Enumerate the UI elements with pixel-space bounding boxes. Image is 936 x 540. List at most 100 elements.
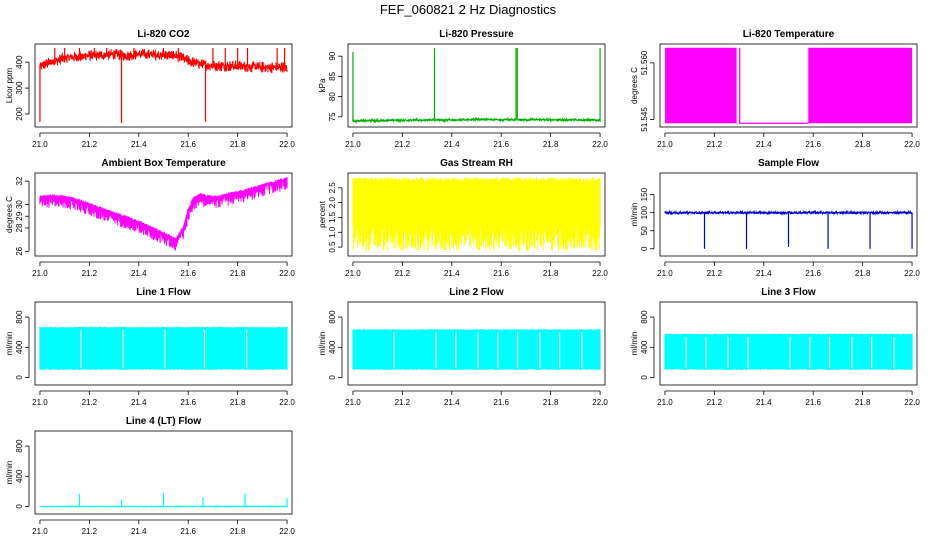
y-tick-label: 200	[15, 107, 24, 121]
y-tick-label: 80	[328, 92, 337, 101]
x-tick-label: 21.0	[345, 398, 361, 407]
x-tick-label: 21.8	[230, 269, 246, 278]
series-band	[352, 177, 601, 252]
plot-frame	[347, 172, 606, 257]
x-tick-label: 21.6	[805, 269, 821, 278]
x-tick-label: 21.8	[543, 140, 559, 149]
series-band	[39, 326, 288, 370]
panel-sample-flow: Sample Flow ml/min 21.0 21.2 21.4 21.6 21.8 22.…	[630, 158, 920, 278]
y-tick-label: 1.5	[328, 211, 337, 223]
x-tick-label: 21.4	[131, 269, 147, 278]
x-tick-label: 21.4	[131, 398, 147, 407]
x-tick-label: 22.0	[904, 269, 920, 278]
x-tick-label: 21.2	[82, 527, 98, 536]
filled-range	[739, 47, 741, 124]
x-tick-label: 21.2	[395, 398, 411, 407]
x-tick-label: 21.2	[82, 398, 98, 407]
panel-title: Line 3 Flow	[761, 287, 816, 298]
x-tick-label: 21.4	[131, 527, 147, 536]
panel-title: Gas Stream RH	[440, 158, 513, 169]
x-tick-label: 21.6	[180, 527, 196, 536]
filled-range	[808, 47, 913, 124]
x-tick-label: 21.2	[82, 140, 98, 149]
y-tick-label: 2.0	[328, 197, 337, 209]
x-tick-label: 21.0	[657, 269, 673, 278]
y-axis-label: Licor ppm	[5, 68, 14, 103]
x-tick-label: 21.0	[345, 140, 361, 149]
panel-title: Line 1 Flow	[136, 287, 191, 298]
x-tick-label: 21.4	[131, 140, 147, 149]
x-tick-label: 21.2	[707, 140, 723, 149]
x-tick-label: 21.2	[82, 269, 98, 278]
series-band	[664, 333, 913, 370]
x-tick-label: 21.8	[543, 398, 559, 407]
y-axis-label: ml/min	[5, 461, 14, 485]
plot-frame	[659, 172, 918, 257]
panel-title: Li-820 CO2	[137, 29, 190, 40]
y-tick-label: 400	[15, 469, 24, 483]
x-tick-label: 21.2	[395, 140, 411, 149]
x-tick-label: 21.8	[230, 398, 246, 407]
x-tick-label: 22.0	[904, 398, 920, 407]
panel-ambient-box-temperature: Ambient Box Temperature degrees C 21.0 21.2…	[5, 158, 295, 278]
y-tick-label: 800	[15, 310, 24, 324]
y-tick-label: 50	[640, 226, 649, 235]
x-tick-label: 21.2	[707, 398, 723, 407]
x-tick-label: 21.6	[180, 140, 196, 149]
filled-range	[664, 47, 737, 124]
x-tick-label: 21.4	[756, 398, 772, 407]
x-tick-label: 21.0	[32, 527, 48, 536]
x-tick-label: 21.6	[180, 269, 196, 278]
y-tick-label: 100	[640, 205, 649, 219]
y-axis-label: ml/min	[318, 332, 327, 356]
y-tick-label: 30	[15, 200, 24, 209]
series-line	[664, 209, 913, 216]
y-tick-label: 90	[328, 51, 337, 60]
y-tick-label: 75	[328, 112, 337, 121]
x-tick-label: 21.2	[395, 269, 411, 278]
x-tick-label: 22.0	[592, 140, 608, 149]
x-tick-label: 21.6	[805, 140, 821, 149]
panel-title: Sample Flow	[758, 158, 819, 169]
x-tick-label: 22.0	[279, 269, 295, 278]
plot-frame	[34, 43, 293, 128]
x-tick-label: 21.4	[444, 140, 460, 149]
x-tick-label: 21.8	[230, 527, 246, 536]
x-tick-label: 22.0	[592, 269, 608, 278]
panel-li-820-temperature: Li-820 Temperature degrees C 21.0 21.2 21.4 2…	[630, 29, 920, 149]
y-tick-label: 400	[328, 340, 337, 354]
x-tick-label: 21.0	[657, 398, 673, 407]
x-tick-label: 21.6	[493, 140, 509, 149]
series-line	[352, 116, 601, 124]
y-tick-label: 0	[640, 246, 649, 251]
panel-line-2-flow: Line 2 Flow ml/min 21.0 21.2 21.4 21.6 21.8 22.…	[318, 287, 608, 407]
plot-frame	[347, 301, 606, 386]
y-tick-label: 32	[15, 176, 24, 185]
y-tick-label: 0	[640, 375, 649, 380]
y-tick-label: 85	[328, 71, 337, 80]
y-tick-label: 800	[640, 310, 649, 324]
x-tick-label: 21.6	[180, 398, 196, 407]
panel-line-1-flow: Line 1 Flow ml/min 21.0 21.2 21.4 21.6 21.8 22.…	[5, 287, 295, 407]
panel-line-3-flow: Line 3 Flow ml/min 21.0 21.2 21.4 21.6 21.8 22.…	[630, 287, 920, 407]
x-tick-label: 21.0	[32, 140, 48, 149]
x-tick-label: 21.2	[707, 269, 723, 278]
y-tick-label: 29	[15, 211, 24, 220]
series-line	[39, 504, 288, 508]
series-line	[39, 177, 288, 251]
plot-frame	[34, 301, 293, 386]
x-tick-label: 21.8	[543, 269, 559, 278]
y-tick-label: 150	[640, 187, 649, 201]
x-tick-label: 21.4	[444, 398, 460, 407]
plot-frame	[659, 43, 918, 128]
x-tick-label: 21.0	[32, 269, 48, 278]
y-tick-label: 26	[15, 246, 24, 255]
x-tick-label: 21.8	[855, 398, 871, 407]
y-tick-label: 2.5	[328, 182, 337, 194]
panel-gas-stream-rh: Gas Stream RH percent 21.0 21.2 21.4 21.6 21.8…	[318, 158, 608, 278]
y-tick-label: 51.545	[640, 107, 649, 132]
x-tick-label: 22.0	[279, 527, 295, 536]
y-tick-label: 51.560	[640, 50, 649, 75]
y-axis-label: degrees C	[5, 196, 14, 233]
